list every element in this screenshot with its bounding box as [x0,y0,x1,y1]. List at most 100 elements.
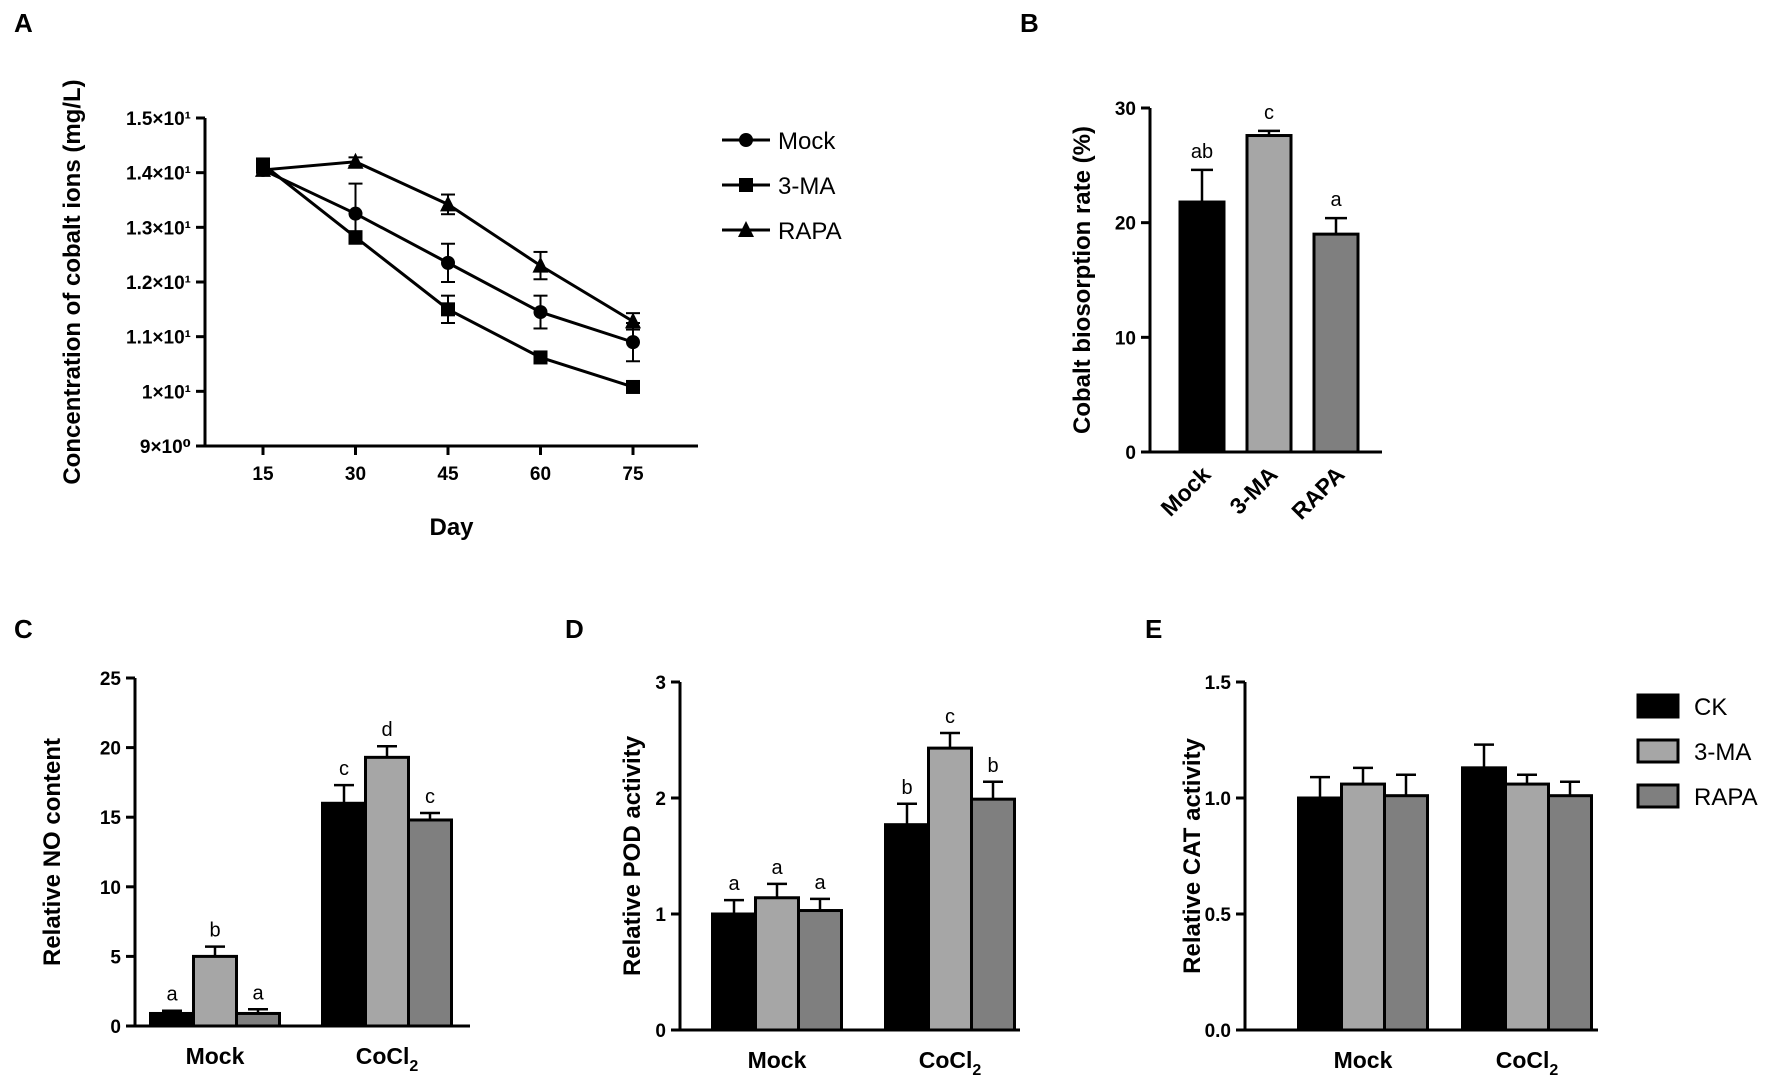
bar [1245,134,1293,454]
series-3-ma [256,157,640,394]
bar-ck [321,801,367,1028]
bar-ck [149,1011,195,1028]
data-point [533,350,548,365]
panel-a-line-chart: 1.5×10¹ 1.4×10¹ 1.3×10¹ 1.2×10¹ 1.1×10¹ 1×10¹… [59,79,842,541]
x-tick-label: 60 [530,464,551,485]
significance-letter: a [814,872,826,894]
bar-3-ma [1340,782,1386,1032]
y-tick-label: 25 [100,669,122,690]
y-tick-label: 0 [1125,443,1136,464]
y-tick-label: 1.2×10¹ [126,273,191,294]
bar-rapa [235,1011,281,1028]
bar-3-ma [927,746,973,1032]
x-category-label: Mock [1156,461,1216,521]
x-category-subscript: 2 [409,1058,418,1075]
significance-letter: a [728,873,740,895]
significance-letter: a [252,982,264,1004]
x-category-label: CoCl2 [356,1043,419,1075]
significance-letter: c [945,706,955,728]
panel-b-bar-chart: 0 10 20 30 Cobalt biosorption rate (%) ab Mock… [1069,99,1382,524]
x-axis-title: Day [429,514,474,541]
legend-label: 3-MA [778,173,835,200]
group-cocl2: c d c CoCl2 [321,719,453,1075]
y-axis-title: Relative NO content [39,738,66,966]
x-tick-label: 30 [345,464,366,485]
bar-3-ma [754,896,800,1032]
x-category-label: Mock [1334,1047,1393,1073]
y-tick-label: 3 [655,673,666,694]
bar-rapa [797,909,843,1032]
panel-d-bar-chart: 0 1 2 3 Relative POD activity a a a Mock b c b CoCl2 [619,673,1020,1079]
panel-c-bar-chart: 0 5 10 15 20 25 Relative NO content a b a Mock c d c C… [39,669,470,1075]
legend-swatch [1636,693,1680,719]
panel-label-c: C [14,614,33,644]
data-point [347,152,364,169]
legend-swatch [1636,738,1680,764]
group-mock: a a a Mock [711,857,843,1073]
bar-ck [884,823,930,1032]
significance-letter: a [771,857,783,879]
series-rapa [255,152,641,331]
y-tick-label: 1.3×10¹ [126,218,191,239]
bar-ck [1297,796,1343,1032]
bar [1312,232,1360,454]
bar-rapa [1383,794,1429,1032]
legend-label: 3-MA [1694,739,1751,766]
y-tick-label: 1.5 [1205,673,1232,694]
significance-letter: c [339,758,349,780]
significance-letter: b [987,755,998,777]
y-tick-label: 1 [655,905,666,926]
bar-mock: ab Mock [1156,141,1226,521]
data-point [255,160,271,177]
y-tick-label: 30 [1115,99,1136,120]
legend-label: RAPA [778,218,842,245]
bar-rapa: a RAPA [1286,189,1360,524]
y-tick-label: 20 [1115,214,1136,235]
x-category-label: 3-MA [1224,461,1282,519]
significance-letter: a [1330,189,1342,211]
data-point [441,302,455,317]
y-tick-label: 2 [655,789,666,810]
y-tick-label: 5 [110,947,121,968]
bar-ck [711,912,757,1032]
bar-rapa [1547,794,1593,1032]
panel-label-a: A [14,8,33,38]
data-point [348,230,363,245]
x-category-label: RAPA [1286,461,1349,524]
significance-letter: ab [1191,141,1213,163]
y-tick-label: 10 [1115,328,1136,349]
x-category-label: Mock [186,1043,245,1069]
x-tick-label: 15 [252,464,274,485]
significance-letter: d [381,719,392,741]
x-category-subscript: 2 [972,1062,981,1079]
y-tick-label: 20 [100,739,121,760]
legend: CK 3-MA RAPA [1636,693,1758,811]
group-cocl2: CoCl2 [1461,743,1593,1079]
legend-marker [738,221,754,237]
x-category-label: Mock [748,1047,807,1073]
legend-label: RAPA [1694,784,1758,811]
significance-letter: b [209,920,220,942]
legend-label: Mock [778,128,836,155]
group-mock: a b a Mock [149,920,281,1069]
y-tick-label: 1.0 [1205,789,1231,810]
bar-3-ma [192,954,238,1028]
legend-marker [739,133,753,147]
data-point [533,305,548,320]
group-cocl2: b c b CoCl2 [884,706,1016,1079]
x-tick-label: 45 [437,464,459,485]
y-axis-title: Concentration of cobalt ions (mg/L) [59,79,86,484]
y-tick-label: 0 [655,1021,666,1042]
data-point [532,256,549,273]
data-point [440,195,456,212]
y-axis-title: Cobalt biosorption rate (%) [1069,126,1096,434]
bar-rapa [970,797,1016,1032]
group-mock: Mock [1297,766,1429,1073]
significance-letter: c [1264,102,1274,124]
bar-3-ma: c 3-MA [1224,102,1293,519]
x-category-label: CoCl2 [1496,1047,1559,1079]
legend-swatch [1636,783,1680,809]
data-point [626,335,640,350]
legend: Mock 3-MA RAPA [722,128,842,245]
significance-letter: a [166,984,178,1006]
